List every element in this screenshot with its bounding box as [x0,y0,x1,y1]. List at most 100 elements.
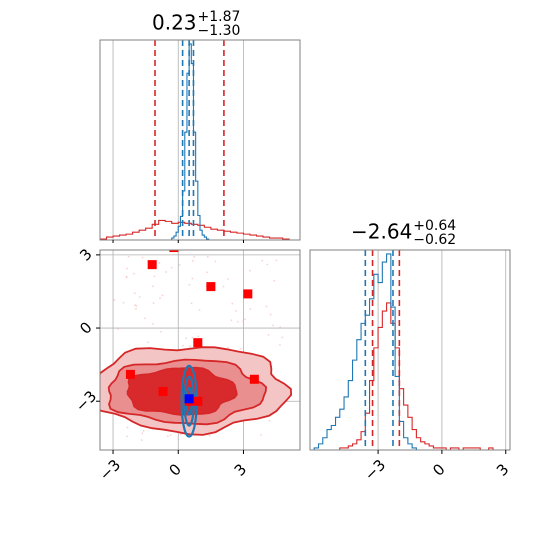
scatter-dot [279,326,282,329]
x-tick-label: 0 [166,460,185,479]
scatter-dot [279,343,281,346]
scatter-dot [152,302,155,304]
top-hist-title-value: 0.23 [152,10,197,35]
scatter-dot [206,271,208,274]
scatter-dot [144,317,146,320]
scatter-dot [227,346,230,349]
scatter-dot [272,324,274,327]
right-hist-title: −2.64 +0.64 −0.62 [351,219,456,247]
scatter-dot [126,435,129,438]
x-tick-label: 0 [429,460,448,479]
scatter-dot [166,435,169,438]
scatter-dot [165,271,168,273]
top-hist-plot [100,40,296,240]
scatter-dot [125,276,128,278]
scatter-dot [197,335,200,338]
scatter-dot [265,305,268,308]
scatter-dot [269,313,272,316]
scatter-dot [142,430,145,432]
scatter-dot [125,267,128,270]
scatter-dot [158,262,161,264]
scatter-dot [191,336,194,339]
red-marker-9 [193,396,203,406]
top-frame [99,39,301,241]
scatter-dot [191,260,194,262]
scatter-dot [140,439,143,441]
y-tick-label: −3 [72,387,100,415]
joint-plot [100,250,300,450]
scatter-dot [159,297,161,300]
top-hist-title-upper: +1.87 [197,9,241,25]
scatter-dot [249,308,252,310]
scatter-dot [126,426,129,429]
top-hist-title: 0.23 +1.87 −1.30 [152,10,240,38]
scatter-dot [127,255,130,258]
scatter-dot [135,305,138,307]
red-marker-1 [169,250,179,253]
scatter-dot [152,285,154,288]
scatter-dot [260,433,262,436]
scatter-dot [214,260,217,263]
scatter-dot [133,272,135,275]
red-marker-7 [249,374,259,384]
scatter-dot [193,255,196,258]
scatter-dot [160,330,163,333]
scatter-dot [226,278,229,280]
top-hist-series-0 [100,219,296,240]
scatter-dot [191,277,194,280]
scatter-dot [182,344,184,347]
scatter-dot [190,302,193,305]
scatter-dot [231,302,234,305]
scatter-dot [273,279,276,282]
scatter-dot [170,266,173,269]
scatter-dot [169,434,172,437]
scatter-dot [222,285,225,288]
right-frame [309,249,511,451]
scatter-dot [275,259,278,262]
right-hist-title-value: −2.64 [351,219,413,244]
scatter-dot [179,433,182,436]
y-tick-label: 3 [76,245,95,264]
red-marker-2 [206,282,216,292]
scatter-dot [178,263,181,266]
scatter-dot [135,307,137,310]
scatter-dot [141,432,144,435]
y-tick-label: 0 [76,318,95,337]
scatter-dot [138,296,141,298]
right-hist-title-lower: −0.62 [413,232,457,248]
right-hist-title-upper: +0.64 [413,218,457,234]
scatter-dot [208,434,211,437]
red-marker-6 [158,386,168,396]
scatter-dot [266,263,269,266]
scatter-dot [141,256,144,259]
scatter-dot [268,419,271,422]
scatter-dot [198,309,201,311]
scatter-dot [188,283,191,286]
x-tick-label: −3 [96,456,124,484]
x-tick-label: −3 [361,456,389,484]
scatter-dot [117,328,120,330]
scatter-dot [185,337,187,340]
right-hist-plot [313,250,507,450]
red-marker-4 [193,338,203,348]
scatter-dot [236,320,239,323]
scatter-dot [133,292,136,295]
right-hist-series-1 [313,253,421,450]
x-tick-label: 3 [493,460,512,479]
scatter-dot [206,255,209,258]
scatter-dot [113,299,116,301]
scatter-dot [122,301,125,304]
scatter-dot [153,275,156,278]
scatter-dot [152,322,154,325]
scatter-dot [239,348,242,350]
scatter-dot [281,336,284,339]
top-hist-title-lower: −1.30 [197,23,241,39]
red-marker-5 [125,369,135,379]
blue-marker [184,394,194,404]
scatter-dot [261,259,264,262]
scatter-dot [189,345,192,348]
scatter-dot [249,269,251,272]
scatter-dot [161,294,164,297]
scatter-dot [244,318,246,321]
